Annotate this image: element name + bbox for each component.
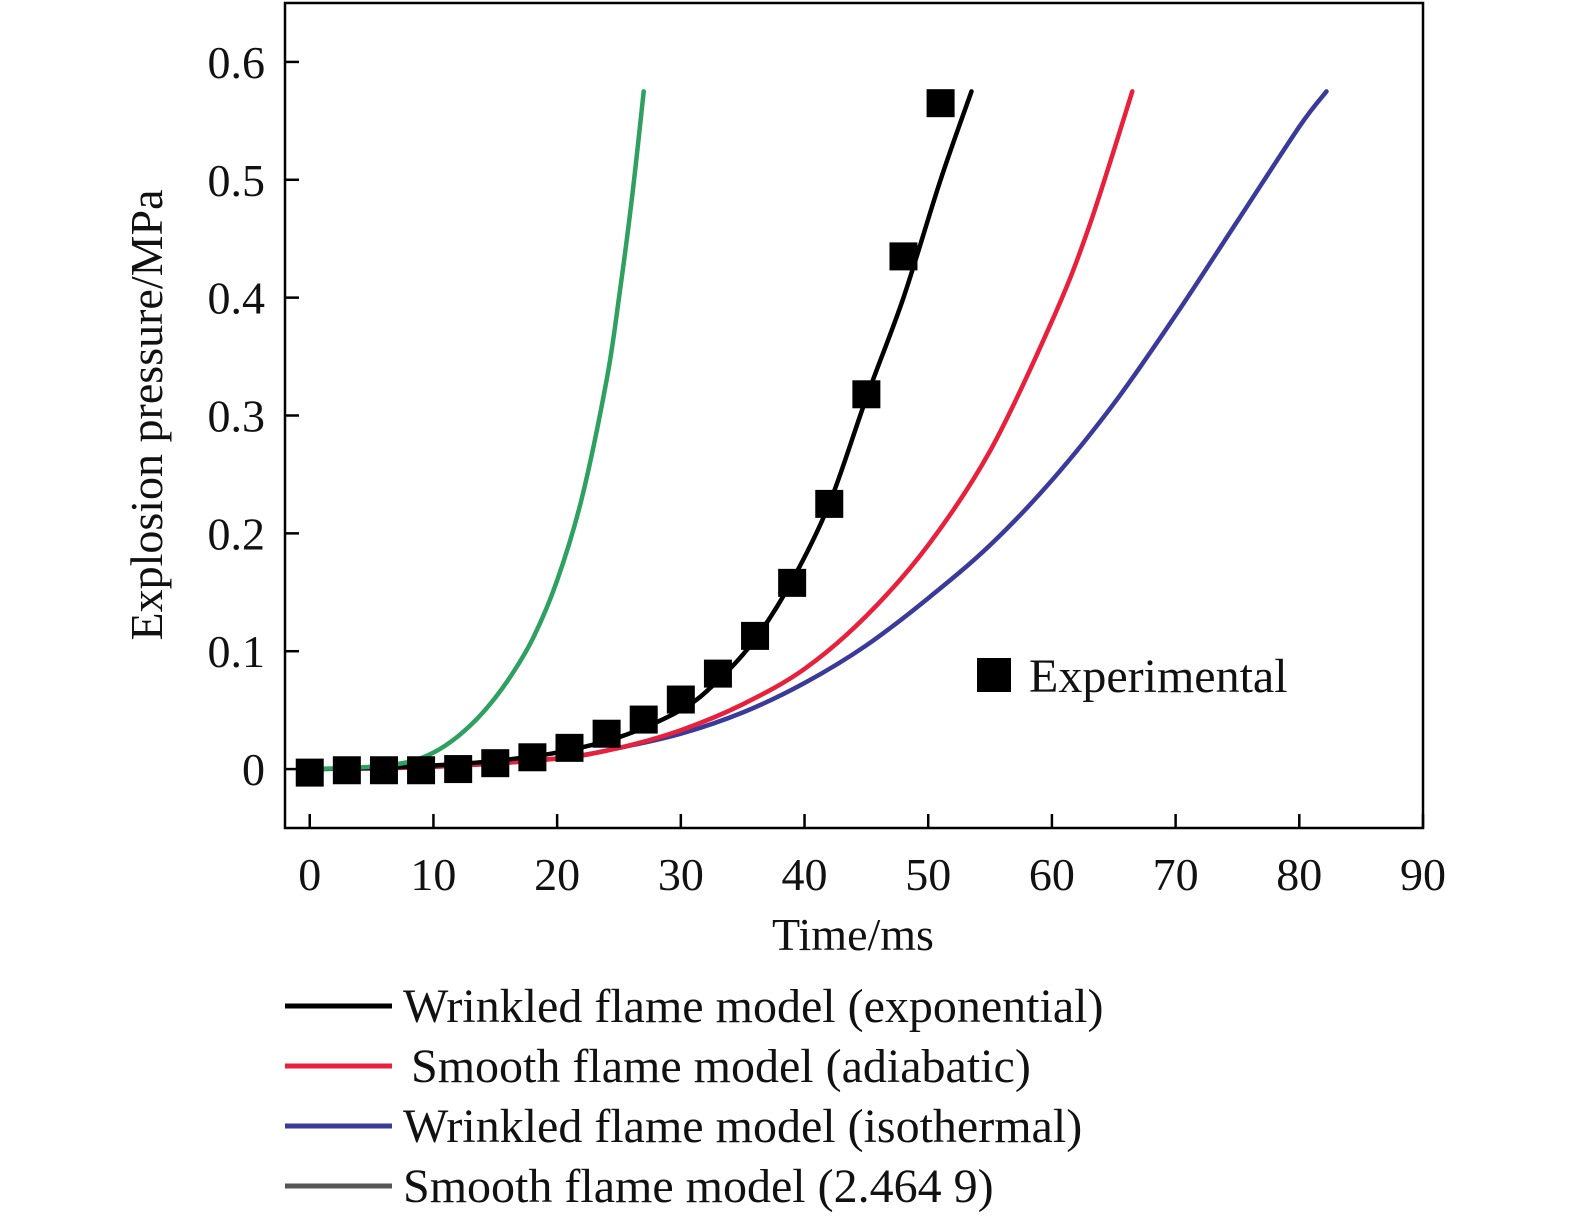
- experimental-point: [703, 659, 732, 688]
- x-axis-ticks: 0 10 20 30 40 50 60 70 80 90: [298, 814, 1446, 900]
- x-tick-label: 70: [1153, 849, 1199, 900]
- experimental-point: [592, 719, 621, 748]
- legend-label-smooth-adiabatic: Smooth flame model (adiabatic): [411, 1040, 1031, 1093]
- experimental-point: [926, 89, 955, 118]
- x-tick-label: 60: [1029, 849, 1075, 900]
- y-tick-label: 0.1: [208, 626, 266, 677]
- y-tick-label: 0.2: [208, 508, 266, 559]
- y-axis-title: Explosion pressure/MPa: [121, 189, 172, 640]
- y-tick-label: 0.6: [208, 37, 266, 88]
- experimental-point: [481, 749, 510, 778]
- legend-label-smooth-24649: Smooth flame model (2.464 9): [403, 1160, 994, 1213]
- experimental-point: [852, 380, 881, 409]
- x-tick-label: 20: [534, 849, 580, 900]
- experimental-point: [815, 489, 844, 518]
- y-tick-label: 0.3: [208, 391, 266, 442]
- experimental-point: [629, 705, 658, 734]
- y-axis-ticks: 0 0.1 0.2 0.3 0.4 0.5 0.6: [208, 37, 299, 795]
- x-tick-label: 30: [658, 849, 704, 900]
- x-tick-label: 80: [1276, 849, 1322, 900]
- experimental-point: [369, 756, 398, 785]
- x-tick-label: 10: [410, 849, 456, 900]
- experimental-points: [295, 89, 955, 787]
- legend-marker-experimental: [977, 658, 1011, 692]
- experimental-point: [407, 756, 436, 785]
- legend-label-wrinkled-isothermal: Wrinkled flame model (isothermal): [403, 1100, 1082, 1153]
- experimental-point: [778, 568, 807, 597]
- x-tick-label: 40: [782, 849, 828, 900]
- experimental-point: [332, 756, 361, 785]
- x-tick-label: 50: [905, 849, 951, 900]
- experimental-point: [741, 621, 770, 650]
- experimental-point: [666, 685, 695, 714]
- experimental-point: [444, 755, 473, 784]
- bottom-legend: Wrinkled flame model (exponential) Smoot…: [285, 980, 1103, 1213]
- y-tick-label: 0.4: [208, 273, 266, 324]
- x-tick-label: 90: [1400, 849, 1446, 900]
- y-tick-label: 0.5: [208, 155, 266, 206]
- legend-label-experimental: Experimental: [1029, 650, 1288, 703]
- x-axis-title: Time/ms: [772, 909, 934, 960]
- experimental-point: [555, 733, 584, 762]
- legend-label-wrinkled-exponential: Wrinkled flame model (exponential): [403, 980, 1103, 1033]
- y-tick-label: 0: [242, 744, 265, 795]
- x-tick-label: 0: [298, 849, 321, 900]
- experimental-point: [295, 758, 324, 787]
- experimental-point: [889, 242, 918, 271]
- inner-legend: Experimental: [977, 650, 1288, 703]
- experimental-point: [518, 743, 547, 772]
